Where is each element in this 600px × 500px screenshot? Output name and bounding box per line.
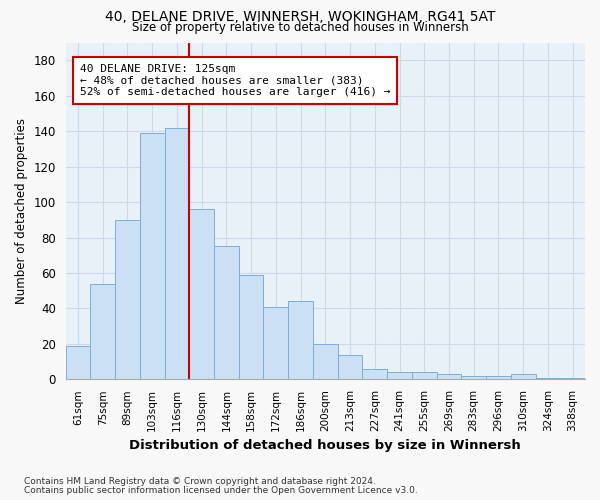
Bar bbox=[115, 220, 140, 380]
Text: Contains public sector information licensed under the Open Government Licence v3: Contains public sector information licen… bbox=[24, 486, 418, 495]
Bar bbox=[362, 368, 387, 380]
Bar bbox=[387, 372, 412, 380]
Bar bbox=[239, 274, 263, 380]
Bar bbox=[536, 378, 560, 380]
Y-axis label: Number of detached properties: Number of detached properties bbox=[15, 118, 28, 304]
Bar bbox=[164, 128, 190, 380]
Bar bbox=[214, 246, 239, 380]
Bar bbox=[65, 346, 91, 380]
Bar bbox=[190, 209, 214, 380]
Text: 40 DELANE DRIVE: 125sqm
← 48% of detached houses are smaller (383)
52% of semi-d: 40 DELANE DRIVE: 125sqm ← 48% of detache… bbox=[80, 64, 391, 97]
Bar bbox=[437, 374, 461, 380]
Bar bbox=[140, 133, 164, 380]
Bar bbox=[486, 376, 511, 380]
Bar bbox=[412, 372, 437, 380]
X-axis label: Distribution of detached houses by size in Winnersh: Distribution of detached houses by size … bbox=[130, 440, 521, 452]
Bar bbox=[338, 354, 362, 380]
Bar bbox=[91, 284, 115, 380]
Bar bbox=[560, 378, 585, 380]
Bar bbox=[461, 376, 486, 380]
Bar bbox=[288, 302, 313, 380]
Text: Size of property relative to detached houses in Winnersh: Size of property relative to detached ho… bbox=[131, 22, 469, 35]
Bar bbox=[511, 374, 536, 380]
Bar bbox=[313, 344, 338, 380]
Text: 40, DELANE DRIVE, WINNERSH, WOKINGHAM, RG41 5AT: 40, DELANE DRIVE, WINNERSH, WOKINGHAM, R… bbox=[105, 10, 495, 24]
Bar bbox=[263, 306, 288, 380]
Text: Contains HM Land Registry data © Crown copyright and database right 2024.: Contains HM Land Registry data © Crown c… bbox=[24, 477, 376, 486]
